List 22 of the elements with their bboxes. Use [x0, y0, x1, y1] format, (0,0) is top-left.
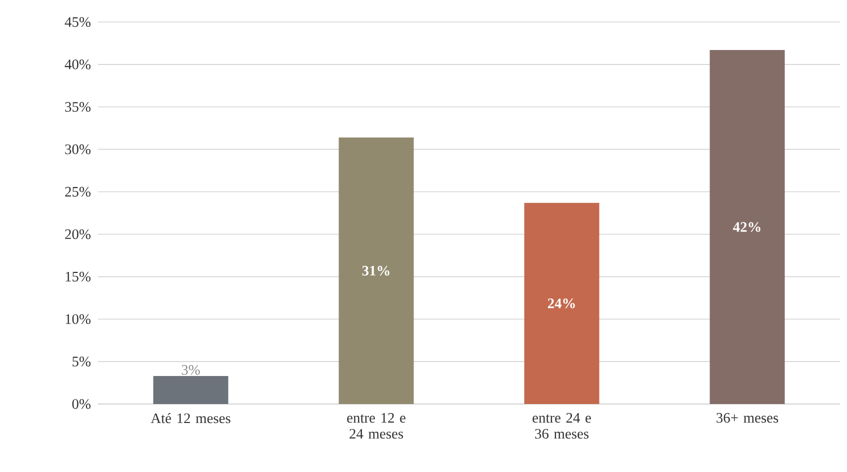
y-tick-label: 30%: [65, 144, 91, 154]
x-tick-label: Até 12 meses: [150, 412, 230, 424]
bar: [524, 202, 600, 404]
x-tick-label: 36+ meses: [716, 413, 778, 423]
y-tick-label: 40%: [64, 60, 91, 70]
x-tick-label: entre 12 e 24 meses: [347, 413, 406, 439]
data-label: 24%: [548, 298, 575, 308]
data-label: 3%: [182, 364, 200, 375]
bar: [153, 376, 228, 404]
bar: [710, 50, 785, 404]
bar: [338, 137, 414, 404]
y-tick-label: 5%: [72, 356, 91, 366]
y-tick-label: 20%: [65, 229, 91, 240]
data-label: 42%: [733, 222, 760, 232]
y-tick-label: 45%: [64, 17, 91, 27]
y-tick-label: 15%: [66, 272, 91, 282]
y-tick-label: 25%: [65, 186, 91, 197]
y-tick-label: 35%: [65, 102, 91, 112]
data-label: 31%: [362, 266, 390, 276]
y-tick-label: 10%: [66, 314, 91, 324]
y-tick-label: 0%: [72, 399, 91, 409]
x-tick-label: entre 24 e 36 meses: [532, 413, 591, 439]
